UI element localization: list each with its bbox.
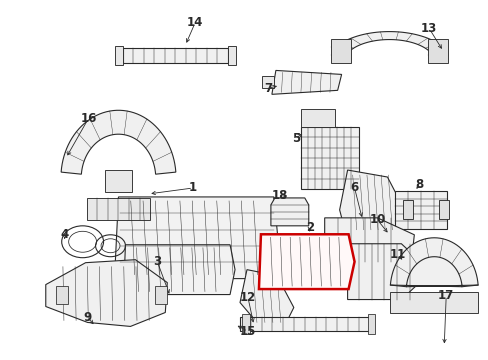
Polygon shape (347, 244, 430, 300)
Polygon shape (123, 245, 235, 294)
Bar (330, 39, 350, 63)
Polygon shape (389, 238, 477, 287)
Bar (155, 285, 167, 303)
Text: 18: 18 (271, 189, 287, 202)
Polygon shape (114, 197, 277, 279)
Bar (227, 45, 235, 66)
Text: 15: 15 (239, 325, 256, 338)
Bar (300, 127, 358, 189)
Bar (122, 48, 227, 63)
Bar (115, 45, 122, 66)
Polygon shape (46, 260, 167, 327)
Polygon shape (240, 270, 293, 328)
Bar (438, 201, 448, 219)
Text: 4: 4 (61, 228, 69, 241)
Bar (86, 198, 150, 220)
Bar (403, 201, 412, 219)
Polygon shape (61, 110, 176, 174)
Bar (262, 76, 273, 88)
Text: 2: 2 (305, 221, 313, 234)
Text: 1: 1 (189, 181, 197, 194)
Bar (389, 292, 477, 314)
Bar (240, 318, 369, 332)
Polygon shape (324, 218, 413, 262)
Text: 12: 12 (240, 291, 256, 304)
Bar (56, 285, 67, 303)
Text: 9: 9 (83, 311, 92, 324)
Polygon shape (339, 170, 399, 233)
Text: 16: 16 (80, 112, 97, 125)
Polygon shape (270, 198, 308, 226)
Text: 17: 17 (437, 289, 453, 302)
Bar (242, 315, 249, 334)
Polygon shape (333, 32, 445, 53)
Text: 6: 6 (350, 181, 358, 194)
Text: 13: 13 (420, 22, 436, 35)
Text: 8: 8 (414, 179, 423, 192)
Bar (427, 39, 447, 63)
Text: 11: 11 (388, 248, 405, 261)
Text: 14: 14 (186, 16, 203, 29)
Bar (104, 170, 132, 192)
Text: 3: 3 (153, 255, 161, 268)
Polygon shape (259, 234, 354, 289)
Bar (367, 315, 375, 334)
Text: 10: 10 (368, 213, 385, 226)
Polygon shape (271, 71, 341, 94)
Bar (300, 109, 335, 127)
Bar (395, 191, 447, 229)
Text: 7: 7 (264, 82, 271, 95)
Text: 5: 5 (291, 132, 299, 145)
